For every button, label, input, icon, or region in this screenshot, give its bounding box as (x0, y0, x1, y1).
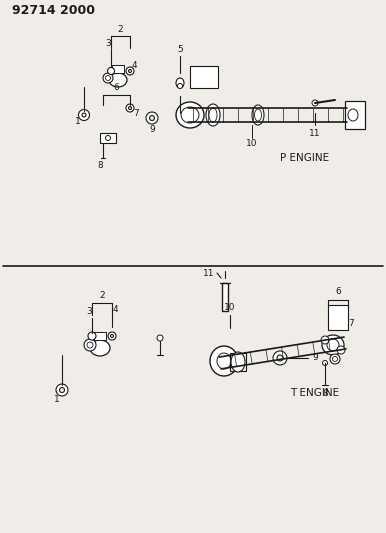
Text: 2: 2 (117, 25, 123, 34)
Text: 3: 3 (86, 308, 92, 317)
Ellipse shape (109, 73, 127, 87)
Circle shape (108, 332, 116, 340)
Text: 4: 4 (131, 61, 137, 70)
Circle shape (82, 113, 86, 117)
Circle shape (88, 332, 96, 340)
Circle shape (129, 69, 132, 72)
Bar (190, 66, 218, 88)
Text: 7: 7 (133, 109, 139, 117)
Ellipse shape (327, 339, 339, 351)
Ellipse shape (210, 346, 238, 376)
Ellipse shape (348, 109, 358, 121)
Ellipse shape (217, 353, 231, 369)
Text: 8: 8 (322, 389, 328, 398)
Circle shape (146, 112, 158, 124)
Text: 92714 2000: 92714 2000 (12, 4, 95, 18)
Bar (112, 65, 124, 73)
Ellipse shape (105, 76, 110, 80)
Circle shape (78, 109, 90, 120)
Text: 10: 10 (246, 139, 258, 148)
Circle shape (59, 387, 64, 392)
Bar (345, 101, 365, 129)
Text: 3: 3 (105, 39, 111, 49)
Circle shape (105, 135, 110, 141)
Circle shape (178, 84, 183, 88)
Text: 10: 10 (224, 303, 236, 312)
Ellipse shape (321, 336, 329, 344)
Circle shape (110, 335, 113, 337)
Ellipse shape (252, 105, 264, 125)
Circle shape (126, 104, 134, 112)
Text: 11: 11 (309, 128, 321, 138)
Ellipse shape (330, 354, 340, 364)
Text: 6: 6 (335, 287, 341, 296)
Ellipse shape (103, 73, 113, 83)
Ellipse shape (206, 104, 220, 126)
Circle shape (107, 68, 115, 75)
Text: 8: 8 (97, 160, 103, 169)
Circle shape (157, 335, 163, 341)
Ellipse shape (337, 346, 345, 354)
Ellipse shape (254, 109, 261, 121)
Bar (94, 332, 106, 340)
Ellipse shape (176, 102, 204, 128)
Ellipse shape (209, 108, 217, 122)
Bar (222, 283, 228, 311)
Circle shape (129, 107, 132, 109)
Text: 4: 4 (112, 304, 118, 313)
Text: 11: 11 (203, 269, 215, 278)
Text: 5: 5 (177, 45, 183, 54)
Ellipse shape (332, 357, 337, 361)
Ellipse shape (231, 352, 245, 372)
Circle shape (149, 116, 154, 120)
Circle shape (56, 384, 68, 396)
Circle shape (273, 351, 287, 365)
Ellipse shape (181, 107, 199, 123)
Text: P ENGINE: P ENGINE (281, 153, 330, 163)
Bar (328, 305, 348, 330)
Text: 6: 6 (113, 84, 119, 93)
Ellipse shape (176, 78, 184, 88)
Circle shape (312, 100, 318, 106)
Bar (100, 133, 116, 143)
Ellipse shape (84, 339, 96, 351)
Text: T ENGINE: T ENGINE (290, 388, 340, 398)
Ellipse shape (322, 335, 344, 355)
Text: 9: 9 (149, 125, 155, 134)
Ellipse shape (90, 340, 110, 356)
Ellipse shape (87, 342, 93, 348)
Circle shape (277, 355, 283, 361)
Text: 2: 2 (99, 292, 105, 301)
Text: 1: 1 (54, 394, 60, 403)
Circle shape (322, 360, 327, 366)
Circle shape (126, 67, 134, 75)
Bar (230, 353, 246, 371)
Text: 9: 9 (312, 353, 318, 362)
Text: 7: 7 (348, 319, 354, 327)
Text: 1: 1 (75, 117, 81, 125)
